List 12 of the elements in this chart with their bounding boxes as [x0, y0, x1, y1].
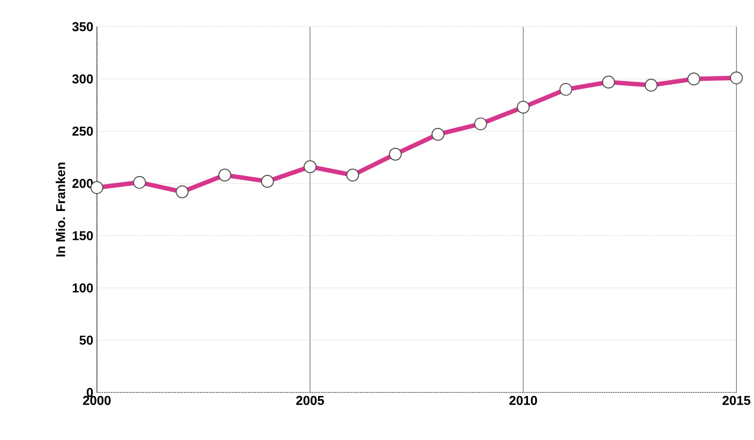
x-tick-label: 2000 — [83, 396, 111, 406]
y-tick-label: 0 — [86, 388, 93, 398]
x-tick-label: 2010 — [509, 396, 537, 406]
x-tick-label: 2015 — [722, 396, 750, 406]
y-axis-title: In Mio. Franken — [56, 162, 66, 256]
y-tick-label: 250 — [72, 126, 93, 136]
y-tick-label: 300 — [72, 74, 93, 84]
y-tick-label: 50 — [80, 336, 93, 345]
y-tick-label: 350 — [72, 22, 93, 32]
y-tick-label: 100 — [72, 283, 93, 293]
x-tick-label: 2005 — [296, 396, 324, 406]
y-tick-label: 150 — [72, 231, 93, 240]
